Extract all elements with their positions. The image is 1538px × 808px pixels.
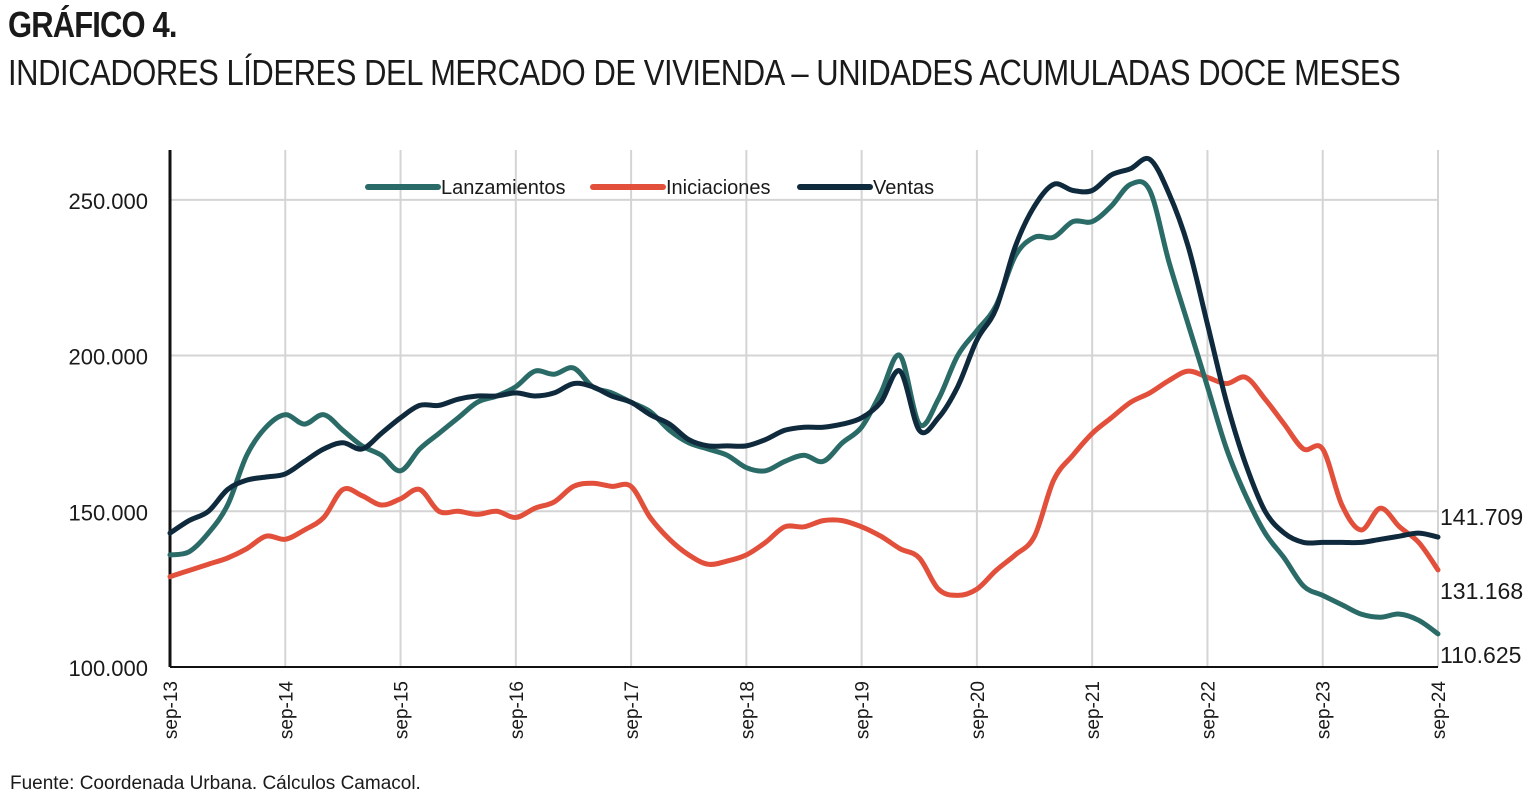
x-tick-label: sep-18	[737, 681, 758, 739]
x-tick-label: sep-15	[392, 681, 413, 739]
legend-label-iniciaciones: Iniciaciones	[666, 177, 771, 199]
x-tick-label: sep-19	[853, 681, 874, 739]
x-tick-label: sep-22	[1198, 681, 1219, 739]
x-tick-label: sep-17	[622, 681, 643, 739]
series-line-iniciaciones	[167, 368, 1441, 598]
x-tick-label: sep-16	[507, 681, 528, 739]
series-line-ventas	[167, 155, 1441, 546]
y-tick-label: 200.000	[68, 345, 148, 370]
y-tick-label: 150.000	[68, 500, 148, 525]
x-tick-label: sep-13	[161, 681, 182, 739]
end-label-lanzamientos: 110.625	[1440, 642, 1521, 668]
chart-legend: Lanzamientos Iniciaciones Ventas	[365, 177, 934, 199]
x-tick-label: sep-14	[276, 681, 297, 740]
series-line-lanzamientos	[167, 179, 1441, 637]
chart-axes: 100.000 150.000 200.000 250.000 sep-13 sep-14…	[68, 150, 1450, 739]
chart-series	[167, 155, 1441, 637]
x-tick-label: sep-24	[1429, 681, 1450, 740]
x-tick-label: sep-21	[1083, 681, 1104, 739]
x-tick-label: sep-20	[968, 681, 989, 739]
end-label-ventas: 141.709	[1440, 504, 1523, 530]
legend-label-lanzamientos: Lanzamientos	[441, 177, 566, 199]
end-label-iniciaciones: 131.168	[1440, 578, 1523, 604]
source-note: Fuente: Coordenada Urbana. Cálculos Cama…	[10, 773, 421, 794]
chart-grid	[170, 150, 1439, 667]
y-tick-label: 250.000	[68, 189, 148, 214]
y-tick-label: 100.000	[68, 656, 148, 681]
end-labels: 110.625 131.168 141.709	[1440, 504, 1523, 668]
chart-subtitle: INDICADORES LÍDERES DEL MERCADO DE VIVIE…	[8, 52, 1401, 93]
legend-label-ventas: Ventas	[873, 177, 934, 199]
chart-title: GRÁFICO 4.	[8, 4, 177, 45]
x-tick-label: sep-23	[1314, 681, 1335, 739]
